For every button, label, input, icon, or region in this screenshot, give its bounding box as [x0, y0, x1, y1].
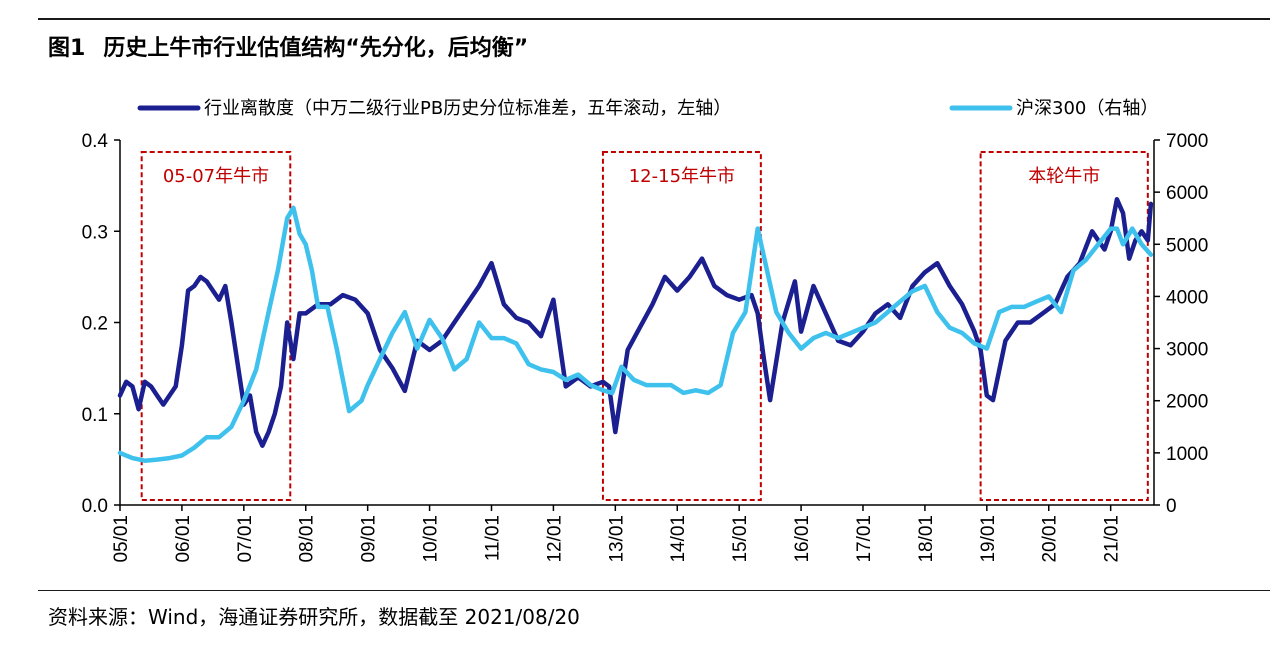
right-tick-label: 4000	[1166, 287, 1208, 308]
left-tick-label: 0.2	[82, 314, 108, 335]
right-tick-label: 5000	[1166, 235, 1208, 256]
x-tick-label: 17/01	[854, 515, 875, 563]
right-tick-label: 1000	[1166, 444, 1208, 465]
left-tick-label: 0.1	[82, 405, 108, 426]
period-box	[140, 151, 292, 501]
period-boxes: 05-07年牛市 12-15年牛市 本轮牛市	[140, 151, 1149, 501]
x-tick-label: 20/01	[1040, 515, 1061, 563]
right-tick-label: 2000	[1166, 392, 1208, 413]
legend-label-csi300: 沪深300（右轴）	[1016, 98, 1158, 119]
right-tick-label: 0	[1166, 496, 1177, 517]
x-tick-label: 19/01	[978, 515, 999, 563]
x-tick-label: 07/01	[235, 515, 256, 563]
x-tick-label: 14/01	[668, 515, 689, 563]
figure-title-row: 图1 历史上牛市行业估值结构“先分化，后均衡”	[48, 30, 528, 62]
legend-label-dispersion: 行业离散度（中万二级行业PB历史分位标准差，五年滚动，左轴）	[204, 98, 731, 119]
period-label: 12-15年牛市	[629, 166, 735, 187]
x-tick-label: 09/01	[359, 515, 380, 563]
x-tick-label: 05/01	[111, 515, 132, 563]
period-label: 05-07年牛市	[163, 166, 269, 187]
x-tick-label: 16/01	[792, 515, 813, 563]
period-box	[979, 151, 1149, 501]
bottom-rule	[38, 590, 1270, 591]
x-tick-label: 15/01	[730, 515, 751, 563]
x-tick-label: 13/01	[606, 515, 627, 563]
x-tick-label: 06/01	[173, 515, 194, 563]
x-tick-label: 08/01	[297, 515, 318, 563]
x-tick-label: 18/01	[916, 515, 937, 563]
x-tick-label: 10/01	[421, 515, 442, 563]
right-tick-label: 3000	[1166, 340, 1208, 361]
x-tick-label: 21/01	[1102, 515, 1123, 563]
left-tick-label: 0.4	[82, 131, 109, 152]
series-lines	[117, 197, 1154, 463]
left-tick-label: 0.3	[82, 222, 108, 243]
x-tick-label: 11/01	[482, 515, 503, 561]
period-label: 本轮牛市	[1028, 166, 1100, 187]
chart: 05-07年牛市 12-15年牛市 本轮牛市 0.0 0.1 0.2 0.3 0.4 0 100…	[82, 98, 1209, 563]
figure-number: 图1	[48, 36, 86, 61]
right-tick-label: 7000	[1166, 131, 1208, 152]
figure-title: 历史上牛市行业估值结构“先分化，后均衡”	[103, 36, 529, 61]
x-tick-label: 12/01	[544, 515, 565, 563]
left-tick-label: 0.0	[82, 496, 108, 517]
source-note: 资料来源：Wind，海通证券研究所，数据截至 2021/08/20	[48, 605, 580, 629]
dispersion-line	[117, 197, 1154, 448]
csi300-line	[117, 205, 1154, 463]
top-rule	[38, 18, 1270, 20]
legend: 行业离散度（中万二级行业PB历史分位标准差，五年滚动，左轴） 沪深300（右轴）	[137, 98, 1158, 119]
axes: 0.0 0.1 0.2 0.3 0.4 0 1000 2000 3000 4000 5000 6000…	[82, 131, 1209, 563]
right-tick-label: 6000	[1166, 183, 1208, 204]
